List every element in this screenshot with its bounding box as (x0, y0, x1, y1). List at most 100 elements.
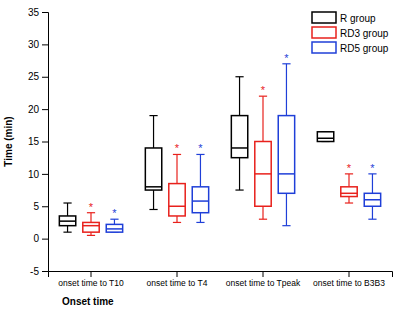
y-tick-label: 10 (28, 169, 40, 180)
y-tick-label: 20 (28, 104, 40, 115)
y-tick-mark (42, 44, 48, 45)
significance-mark: * (89, 201, 94, 213)
median (145, 186, 161, 188)
box-series (83, 96, 357, 235)
whisker-lower (153, 190, 154, 209)
y-tick: 0 (33, 233, 48, 244)
significance-mark: * (112, 207, 117, 219)
legend-label: RD3 group (340, 28, 389, 39)
box (145, 148, 161, 190)
legend-swatch (312, 12, 336, 23)
significance-mark: * (284, 52, 289, 64)
y-tick-mark (42, 12, 48, 13)
median (106, 228, 122, 230)
median (278, 173, 294, 175)
whisker-upper (200, 154, 201, 186)
whisker-lower (262, 206, 263, 219)
y-tick-label: -5 (30, 266, 39, 277)
whisker-lower (176, 216, 177, 222)
y-tick: 30 (28, 39, 48, 50)
significance-mark: * (175, 142, 180, 154)
median (317, 138, 333, 140)
x-tick-label: onset time to T10 (58, 278, 124, 288)
whisker-upper (67, 203, 68, 216)
significance-mark: * (370, 162, 375, 174)
legend-item: R group (312, 12, 376, 24)
y-tick: 5 (33, 201, 48, 212)
box (59, 216, 75, 226)
y-tick-label: 30 (28, 39, 40, 50)
y-tick-label: 0 (33, 233, 39, 244)
median (192, 200, 208, 202)
whisker-lower (67, 226, 68, 232)
y-tick-label: 35 (28, 7, 40, 18)
legend-label: R group (340, 13, 376, 24)
whisker-upper (176, 154, 177, 183)
whisker-upper (239, 77, 240, 116)
box (278, 116, 294, 194)
median (364, 199, 380, 201)
significance-mark: * (198, 142, 203, 154)
legend: R group RD3 group RD5 group (312, 12, 389, 54)
whisker-cap-lower (282, 225, 290, 226)
x-tick-label: onset time to B3B3 (313, 278, 385, 288)
box (364, 193, 380, 206)
box-series (59, 77, 333, 232)
y-tick-mark (42, 109, 48, 110)
x-tick-mark (263, 271, 264, 277)
whisker-cap-lower (368, 219, 376, 220)
whisker-lower (239, 158, 240, 190)
whisker-lower (372, 206, 373, 219)
whisker-cap-lower (345, 202, 353, 203)
y-tick: 15 (28, 136, 48, 147)
median (341, 193, 357, 195)
box (192, 187, 208, 213)
whisker-cap-lower (196, 222, 204, 223)
whisker-upper (114, 219, 115, 224)
significance-mark: * (347, 162, 352, 174)
whisker-upper (286, 64, 287, 116)
box-series (106, 64, 380, 232)
x-axis-line (49, 272, 393, 278)
box (83, 222, 99, 232)
box (231, 116, 247, 158)
y-tick-mark (42, 77, 48, 78)
y-tick-label: 5 (33, 201, 39, 212)
whisker-cap-lower (173, 222, 181, 223)
median (255, 173, 271, 175)
y-tick: -5 (30, 266, 48, 277)
x-tick-mark (349, 271, 350, 277)
legend-item: RD3 group (312, 27, 389, 39)
median (83, 225, 99, 227)
legend-item: RD5 group (312, 42, 389, 54)
median (59, 220, 75, 222)
plot: -505101520253035onset time to T10onset t… (28, 7, 393, 288)
whisker-lower (200, 213, 201, 223)
y-axis-line (42, 13, 49, 272)
whisker-upper (90, 213, 91, 223)
y-tick-mark (42, 142, 48, 143)
y-tick-mark (42, 174, 48, 175)
whisker-cap-lower (87, 235, 95, 236)
box (255, 142, 271, 207)
y-tick-mark (42, 239, 48, 240)
box (341, 187, 357, 197)
x-tick-mark (177, 271, 178, 277)
significance-mark: * (261, 84, 266, 96)
whisker-cap-upper (149, 115, 157, 116)
x-tick: onset time to B3B3 (313, 271, 385, 288)
y-axis: -505101520253035 (28, 7, 49, 277)
whisker-upper (153, 116, 154, 148)
whisker-cap-lower (63, 232, 71, 233)
legend-swatch (312, 27, 336, 38)
x-axis-title: Onset time (62, 296, 114, 307)
whisker-lower (348, 197, 349, 203)
x-tick: onset time to T4 (147, 271, 208, 288)
y-tick: 35 (28, 7, 48, 18)
box (169, 184, 185, 216)
legend-swatch (312, 42, 336, 53)
marks (59, 64, 380, 236)
whisker-cap-lower (149, 209, 157, 210)
y-tick-label: 15 (28, 136, 40, 147)
median (169, 206, 185, 208)
